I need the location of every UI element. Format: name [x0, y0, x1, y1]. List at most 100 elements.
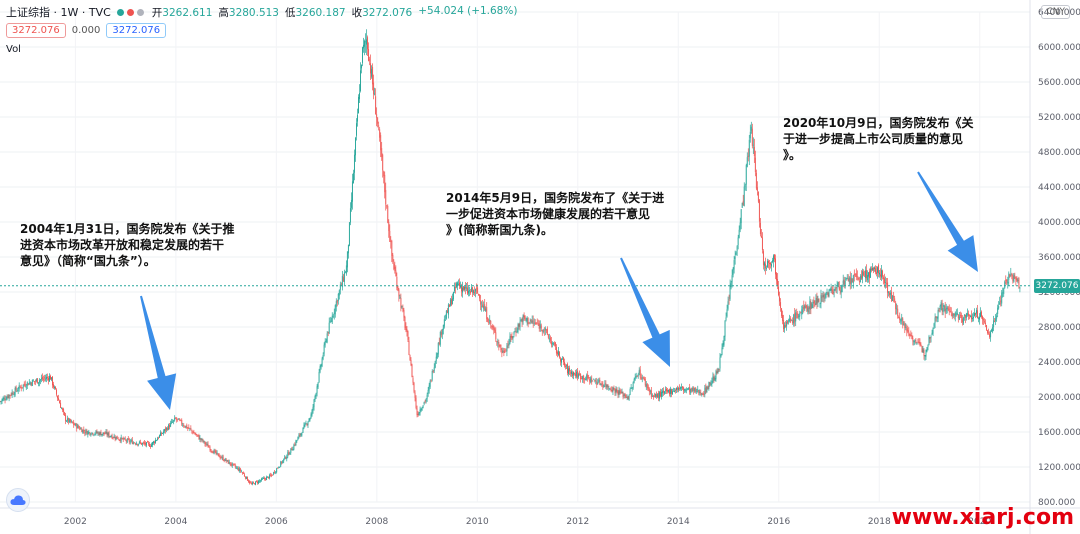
candle-body: [264, 477, 266, 479]
candle-body: [982, 316, 983, 320]
candle-body: [971, 318, 973, 320]
candle-body: [591, 378, 593, 383]
candle-body: [851, 278, 853, 283]
price-badge-blue[interactable]: 3272.076: [106, 23, 167, 38]
candle-body: [322, 354, 324, 359]
candle-body: [871, 268, 872, 271]
candle-body: [786, 322, 788, 327]
candle-body: [442, 324, 444, 330]
candle-body: [544, 328, 546, 331]
candle-body: [690, 388, 692, 394]
x-tick-label: 2010: [466, 517, 489, 527]
candle-body: [393, 263, 395, 270]
candle-body: [225, 459, 227, 462]
candle-body: [568, 368, 569, 374]
candle-body: [450, 299, 452, 305]
candle-body: [14, 387, 16, 395]
candle-body: [709, 382, 711, 385]
candle-body: [91, 432, 93, 434]
candle-body: [236, 467, 238, 469]
candle-body: [551, 343, 553, 344]
candle-body: [959, 314, 961, 317]
candle-body: [73, 422, 75, 425]
candle-body: [489, 319, 491, 322]
candle-body: [707, 385, 709, 390]
candle-body: [352, 173, 354, 184]
annotation-line: 2004年1月31日，国务院发布《关于推: [20, 222, 235, 236]
candle-body: [658, 392, 660, 399]
candle-body: [706, 387, 708, 393]
candle-body: [159, 435, 160, 438]
candle-body: [994, 321, 996, 322]
candle-body: [890, 293, 892, 295]
candle-body: [919, 341, 921, 345]
candle-body: [753, 146, 755, 157]
candle-body: [331, 315, 333, 323]
candle-body: [558, 351, 560, 358]
annotation-line: 进资本市场改革开放和稳定发展的若干: [20, 238, 225, 252]
candle-body: [827, 292, 829, 297]
candle-body: [729, 285, 731, 299]
candle-body: [342, 277, 344, 282]
candle-body: [172, 421, 174, 423]
candle-body: [863, 276, 865, 277]
candle-body: [121, 438, 123, 439]
candle-body: [955, 313, 957, 315]
candle-body: [545, 329, 547, 331]
candle-body: [433, 367, 435, 372]
currency-badge[interactable]: CNY: [1041, 5, 1070, 19]
y-tick-label: 4800.000: [1038, 148, 1080, 158]
candle-body: [317, 382, 319, 388]
candle-body: [576, 371, 578, 377]
symbol-title[interactable]: 上证综指 · 1W · TVC: [6, 6, 111, 19]
price-badge-red[interactable]: 3272.076: [6, 23, 66, 38]
candle-body: [248, 481, 250, 484]
tradingview-logo-icon[interactable]: [6, 488, 30, 512]
candle-body: [166, 427, 168, 430]
candle-body: [50, 375, 51, 380]
candle-body: [1016, 278, 1018, 282]
volume-label[interactable]: Vol: [6, 44, 21, 55]
candle-body: [490, 321, 492, 325]
candle-body: [793, 314, 795, 324]
candle-body: [215, 450, 217, 454]
candle-body: [303, 425, 305, 428]
candle-body: [746, 157, 748, 167]
candle-body: [44, 378, 46, 380]
candle-body: [384, 174, 386, 193]
candle-body: [995, 318, 997, 321]
candle-body: [886, 283, 888, 285]
candle-body: [10, 394, 12, 396]
candle-body: [197, 435, 199, 436]
candle-body: [163, 431, 165, 434]
candle-body: [106, 431, 108, 436]
candle-body: [396, 276, 398, 288]
candle-body: [97, 432, 99, 434]
candle-body: [219, 456, 221, 459]
candle-body: [290, 448, 292, 453]
candle-body: [253, 482, 254, 484]
candle-body: [310, 414, 312, 419]
candle-body: [241, 472, 243, 474]
candle-body: [1011, 275, 1013, 277]
candle-body: [54, 386, 55, 389]
candle-body: [382, 154, 384, 171]
candle-body: [143, 442, 145, 444]
annotation-2020: 2020年10月9日，国务院发布《关 于进一步提高上市公司质量的意见 》。: [783, 115, 973, 163]
candle-body: [211, 450, 213, 452]
candle-body: [605, 383, 607, 388]
candle-body: [270, 474, 272, 476]
candle-body: [509, 336, 511, 344]
candle-body: [70, 419, 72, 423]
candle-body: [832, 290, 834, 295]
candle-body: [904, 323, 906, 328]
candle-body: [491, 325, 493, 328]
candle-body: [537, 324, 539, 326]
candle-body: [99, 431, 101, 435]
candle-body: [970, 315, 972, 320]
candle-body: [976, 310, 977, 314]
candle-body: [805, 303, 807, 308]
candle-body: [158, 437, 159, 439]
